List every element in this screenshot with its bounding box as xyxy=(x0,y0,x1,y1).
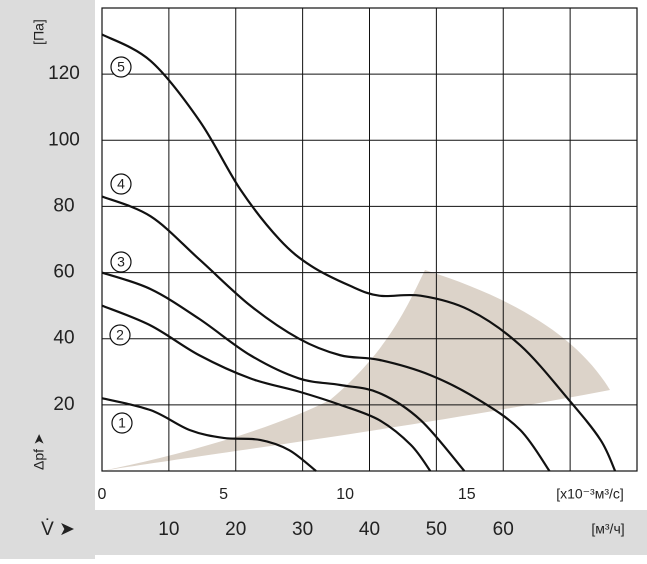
x2-tick-label: 30 xyxy=(292,519,313,540)
curve-label-circle xyxy=(111,412,133,434)
curve xyxy=(101,271,466,472)
x-tick-label: 5 xyxy=(219,486,228,503)
y-tick-label: 80 xyxy=(53,195,74,216)
operating-region xyxy=(102,270,610,471)
x2-tick-label: 40 xyxy=(359,519,380,540)
x-unit-label: [x10⁻³м³/с] xyxy=(556,486,624,502)
curve-label: 5 xyxy=(117,59,125,75)
curve-label: 1 xyxy=(118,415,126,431)
x-tick-label: 15 xyxy=(458,486,476,503)
y-tick-label: 120 xyxy=(48,63,80,84)
x2-tick-label: 10 xyxy=(158,519,179,540)
curve xyxy=(101,304,432,472)
bottom-band xyxy=(0,510,647,555)
curve-label-circle xyxy=(110,173,132,195)
curve-label-circle xyxy=(109,324,131,346)
curve-label: 3 xyxy=(117,254,125,270)
x-tick-label: 10 xyxy=(336,486,354,503)
curve-label: 4 xyxy=(117,176,125,192)
y-arrow-label: Δpf ➤ xyxy=(31,433,47,470)
curve xyxy=(101,33,617,472)
x-tick-label: 0 xyxy=(98,486,107,503)
curve-label-circle xyxy=(110,251,132,273)
curve-label: 2 xyxy=(116,327,124,343)
y-tick-label: 60 xyxy=(53,262,74,283)
plot-border xyxy=(101,7,638,472)
curve xyxy=(101,397,317,472)
x2-arrow-label: V̇ ➤ xyxy=(41,519,75,540)
y-tick-label: 40 xyxy=(53,328,74,349)
curve xyxy=(101,195,551,472)
x2-unit-label: [м³/ч] xyxy=(591,521,624,537)
x2-tick-label: 50 xyxy=(426,519,447,540)
y-axis-label: [Па] xyxy=(31,19,47,45)
y-tick-label: 20 xyxy=(53,394,74,415)
x2-tick-label: 20 xyxy=(225,519,246,540)
x2-tick-label: 60 xyxy=(493,519,514,540)
curve-label-circle xyxy=(110,56,132,78)
y-tick-label: 100 xyxy=(48,129,80,150)
left-band xyxy=(0,0,95,559)
